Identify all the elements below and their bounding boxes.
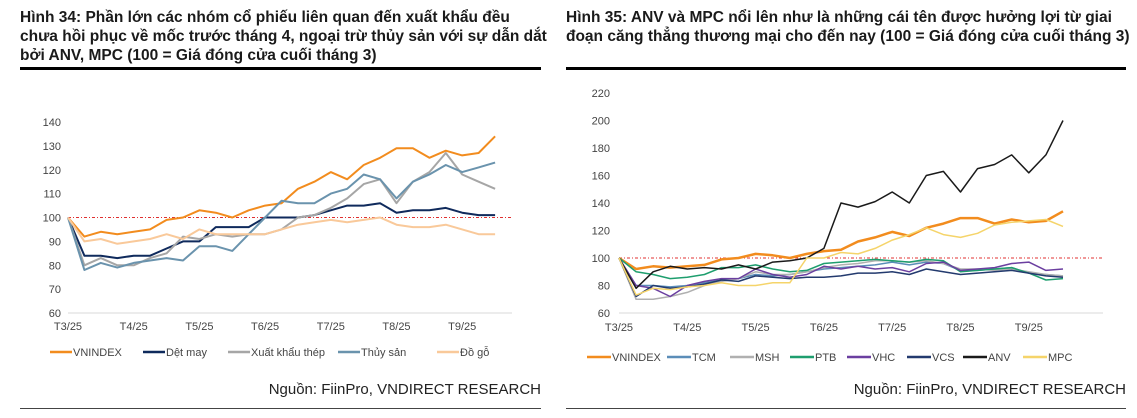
series-line-0: [67, 135, 496, 238]
legend-label: VNINDEX: [73, 347, 123, 359]
x-tick-label: T4/25: [120, 321, 148, 333]
y-tick-label: 180: [592, 143, 610, 155]
x-tick-label: T7/25: [317, 321, 345, 333]
x-tick-label: T9/25: [448, 321, 476, 333]
legend-label: Xuất khẩu thép: [251, 347, 325, 359]
y-tick-label: 110: [43, 189, 61, 201]
legend-label: TCM: [692, 352, 716, 364]
x-tick-label: T5/25: [742, 322, 770, 334]
series-line-6: [618, 120, 1064, 290]
series-line-7: [618, 218, 1064, 296]
y-tick-label: 160: [592, 171, 610, 183]
y-tick-label: 100: [592, 253, 610, 265]
source-note: Nguồn: FiinPro, VNDIRECT RESEARCH: [853, 381, 1126, 398]
source-note: Nguồn: FiinPro, VNDIRECT RESEARCH: [268, 381, 541, 398]
x-tick-label: T8/25: [382, 321, 410, 333]
x-tick-label: T3/25: [605, 322, 633, 334]
legend-label: VHC: [872, 352, 895, 364]
y-tick-label: 90: [49, 236, 61, 248]
series-line-4: [618, 257, 1064, 298]
series-line-4: [67, 216, 496, 245]
y-tick-label: 220: [592, 88, 610, 100]
y-tick-label: 200: [592, 116, 610, 128]
x-tick-label: T9/25: [1015, 322, 1043, 334]
series-line-3: [67, 161, 496, 271]
x-tick-label: T5/25: [185, 321, 213, 333]
series-line-2: [618, 257, 1064, 301]
figure-34-title: Hình 34: Phần lớn các nhóm cổ phiếu liên…: [20, 9, 547, 64]
title-rule: [20, 67, 541, 70]
legend-label: Thủy sản: [361, 347, 406, 359]
x-tick-label: T8/25: [946, 322, 974, 334]
x-tick-label: T4/25: [673, 322, 701, 334]
y-tick-label: 130: [43, 141, 61, 153]
title-rule: [566, 67, 1126, 70]
series-line-3: [618, 257, 1064, 281]
x-tick-label: T6/25: [810, 322, 838, 334]
legend-label: VCS: [932, 352, 955, 364]
y-tick-label: 70: [49, 284, 61, 296]
legend-label: MSH: [755, 352, 780, 364]
legend-label: Dệt may: [166, 347, 207, 359]
figure-35-title: Hình 35: ANV và MPC nổi lên như là những…: [566, 9, 1130, 45]
x-tick-label: T3/25: [54, 321, 82, 333]
y-tick-label: 140: [592, 198, 610, 210]
y-tick-label: 80: [49, 260, 61, 272]
y-tick-label: 120: [43, 165, 61, 177]
y-tick-label: 120: [592, 226, 610, 238]
legend-label: MPC: [1048, 352, 1073, 364]
series-line-0: [618, 210, 1064, 271]
legend-label: PTB: [815, 352, 836, 364]
legend-label: ANV: [988, 352, 1011, 364]
x-tick-label: T7/25: [878, 322, 906, 334]
y-tick-label: 140: [43, 117, 61, 129]
legend-label: VNINDEX: [612, 352, 662, 364]
y-tick-label: 60: [49, 308, 61, 320]
legend-label: Đồ gỗ: [460, 346, 489, 359]
series-line-1: [67, 202, 496, 260]
bottom-rule: [20, 408, 541, 409]
x-tick-label: T6/25: [251, 321, 279, 333]
y-tick-label: 60: [598, 308, 610, 320]
y-tick-label: 100: [43, 213, 61, 225]
y-tick-label: 80: [598, 281, 610, 293]
bottom-rule: [566, 408, 1126, 409]
